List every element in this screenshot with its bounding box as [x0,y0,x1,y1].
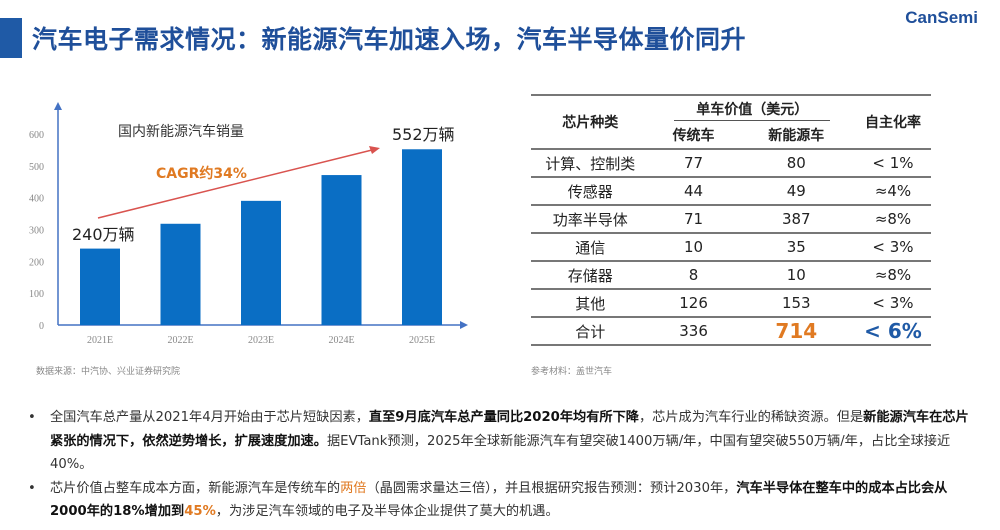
table-cell: ≈4% [855,177,931,206]
table-cell: 10 [649,233,738,262]
table-cell: 44 [649,177,738,206]
table-cell: 35 [737,233,855,262]
chart-source: 数据来源：中汽协、兴业证券研究院 [36,367,181,377]
chart-title: 国内新能源汽车销量 [118,123,244,140]
table-cell: 功率半导体 [531,205,650,234]
header-value: 单车价值（美元） [674,102,831,121]
table-row: 计算、控制类 77 80 < 1% [531,149,931,178]
table-cell: < 1% [855,149,931,178]
y-tick-label: 300 [29,226,44,237]
table-row: 通信 10 35 < 3% [531,233,931,262]
table-row-total: 合计 336 714 < 6% [531,317,931,346]
header-traditional: 传统车 [649,122,738,150]
table-cell: 其他 [531,289,650,318]
sales-bar-chart: 0 100 200 300 400 500 600 2021E 2022E 2023E 2024E 2… [29,102,468,346]
table-row: 传感器 44 49 ≈4% [531,177,931,206]
bar [321,175,362,325]
table-cell: 10 [737,261,855,290]
first-value-label: 240万辆 [72,225,135,244]
y-tick-label: 600 [29,130,44,141]
bar [241,200,281,325]
bar [80,248,120,325]
table-cell: < 3% [855,289,931,318]
x-tick-label: 2022E [167,335,193,346]
growth-arrow-line [97,149,373,219]
y-tick-label: 400 [29,194,44,205]
bullet-item: 全国汽车总产量从2021年4月开始由于芯片短缺因素，直至9月底汽车总产量同比20… [28,406,978,477]
x-tick-label: 2023E [248,335,274,346]
y-tick-label: 0 [39,321,44,332]
table-row: 存储器 8 10 ≈8% [531,261,931,290]
table-cell: 通信 [531,233,650,262]
table-row: 功率半导体 71 387 ≈8% [531,205,931,234]
bar [402,149,442,325]
header-type: 芯片种类 [531,94,650,150]
x-tick-label: 2025E [409,335,435,346]
y-tick-label: 500 [29,162,44,173]
table-cell: < 3% [855,233,931,262]
x-axis-arrow [460,321,468,329]
table-cell: 77 [649,149,738,178]
bullet-list: 全国汽车总产量从2021年4月开始由于芯片短缺因素，直至9月底汽车总产量同比20… [28,406,978,524]
table-cell: 126 [649,289,738,318]
growth-arrow-head [369,146,380,154]
table-cell: 8 [649,261,738,290]
table-row: 其他 126 153 < 3% [531,289,931,318]
table-cell: 计算、控制类 [531,149,650,178]
table-cell: 387 [737,205,855,234]
table-cell: 存储器 [531,261,650,290]
table-cell: 49 [737,177,855,206]
last-value-label: 552万辆 [392,125,455,144]
bar [160,223,201,325]
header-rate: 自主化率 [855,94,931,150]
table-cell: ≈8% [855,205,931,234]
y-tick-label: 200 [29,257,44,268]
header-nev: 新能源车 [737,122,855,150]
chip-value-table: 芯片种类 单车价值（美元） 自主化率 传统车 新能源车 计算、控制类 77 80 < 1… [531,94,931,346]
page-title: 汽车电子需求情况：新能源汽车加速入场，汽车半导体量价同升 [32,25,747,54]
y-tick-label: 100 [29,289,44,300]
table-source: 参考材料：盖世汽车 [531,367,613,377]
nev-total: 714 [737,317,855,346]
table-cell: ≈8% [855,261,931,290]
y-axis-arrow [54,102,62,110]
cagr-label: CAGR约34% [156,165,247,182]
x-tick-label: 2024E [328,335,354,346]
table-cell: 80 [737,149,855,178]
rate-total: < 6% [855,317,931,346]
title-accent-bar [0,18,22,58]
x-tick-label: 2021E [87,335,113,346]
bullet-item: 芯片价值占整车成本方面，新能源汽车是传统车的两倍（晶圆需求量达三倍），并且根据研… [28,477,978,524]
table-cell: 传感器 [531,177,650,206]
cansemi-logo: CanSemi [905,8,978,27]
table-cell: 153 [737,289,855,318]
table-cell: 71 [649,205,738,234]
